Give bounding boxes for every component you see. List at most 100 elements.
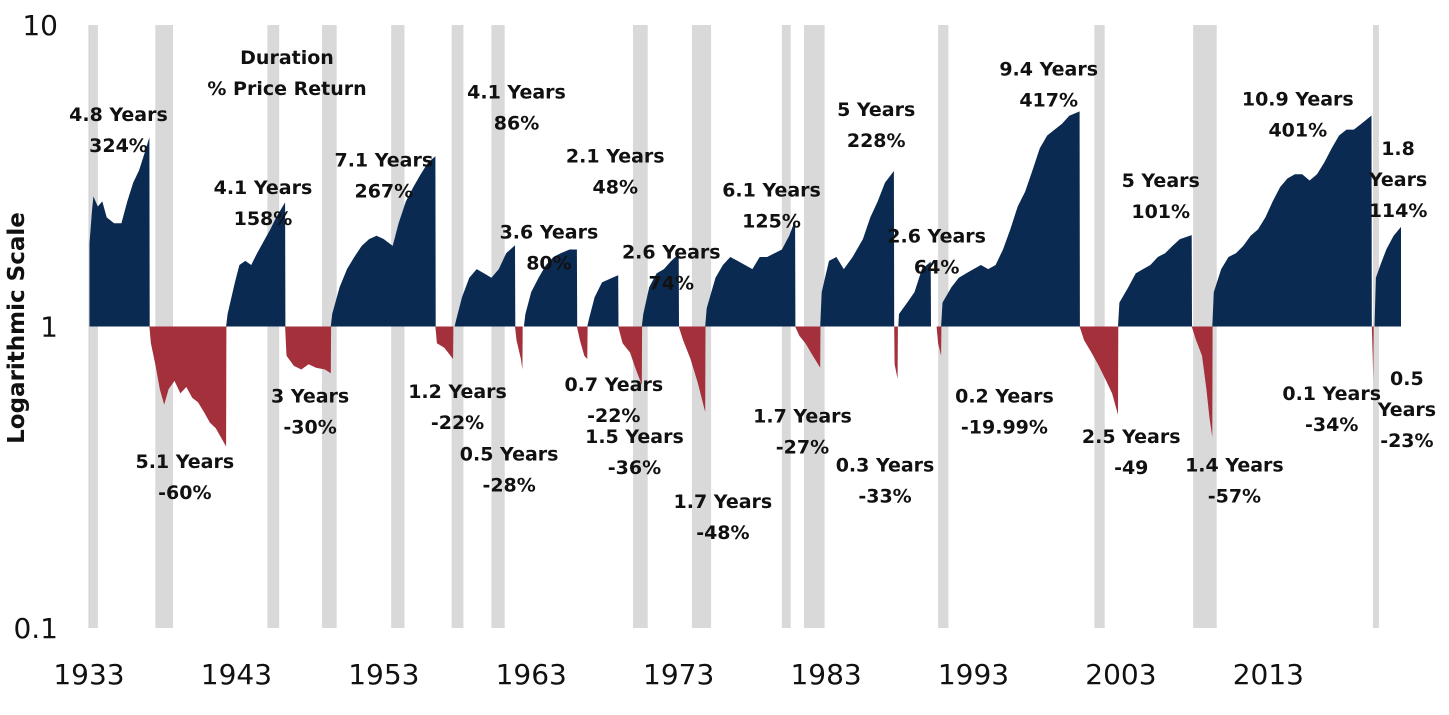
bear-market-area-13 — [1371, 326, 1374, 381]
bull-market-area-13 — [1212, 115, 1372, 327]
bear-market-area-6 — [618, 326, 643, 385]
x-tick-label: 1973 — [643, 658, 714, 691]
annotation-return: -49 — [1114, 457, 1148, 479]
y-tick-label: 1 — [40, 311, 58, 344]
annotation-duration: 9.4 Years — [999, 58, 1098, 80]
annotation-duration: 2.1 Years — [566, 145, 665, 167]
annotation-return: 324% — [89, 135, 148, 157]
bull-market-area-8 — [705, 220, 796, 327]
annotation-return: 417% — [1019, 89, 1078, 111]
y-tick-label: 0.1 — [13, 612, 58, 645]
annotation-return: 86% — [494, 113, 539, 135]
bear-market-area-1 — [149, 326, 227, 447]
annotation-return: 114% — [1369, 200, 1428, 222]
legend: Duration % Price Return — [207, 47, 366, 100]
annotation-return: 125% — [742, 210, 801, 232]
annotation-duration: 2.6 Years — [622, 242, 721, 264]
annotation-return: 80% — [526, 252, 571, 274]
annotation-duration: 1.2 Years — [408, 381, 507, 403]
x-tick-label: 1953 — [348, 658, 419, 691]
annotation-duration: 1.8 — [1381, 138, 1415, 160]
annotation-return: -22% — [431, 412, 484, 434]
annotation-return: Years — [1368, 169, 1427, 191]
bear-market-area-10 — [936, 326, 942, 356]
annotation-duration: 0.5 Years — [460, 443, 559, 465]
x-tick-label: 2013 — [1233, 658, 1304, 691]
annotation-duration: 2.5 Years — [1082, 426, 1181, 448]
annotation-duration: 1.7 Years — [674, 491, 773, 513]
x-tick-label: 1933 — [53, 658, 124, 691]
annotation-duration: 5 Years — [1122, 170, 1200, 192]
annotation-return: -28% — [482, 474, 535, 496]
annotation-return: -23% — [1380, 430, 1433, 452]
bull-market-area-1 — [89, 137, 150, 327]
bear-market-area-8 — [795, 326, 821, 368]
bear-market-area-12 — [1191, 326, 1213, 437]
bull-market-area-10 — [898, 261, 931, 327]
annotation-return: -33% — [858, 486, 911, 508]
annotation-return: 101% — [1131, 201, 1190, 223]
x-tick-label: 1963 — [496, 658, 567, 691]
x-tick-label: 1983 — [790, 658, 861, 691]
x-tick-label: 1993 — [938, 658, 1009, 691]
annotation-duration: 0.2 Years — [955, 385, 1054, 407]
market-series — [89, 111, 1401, 447]
bear-market-area-3 — [435, 326, 454, 359]
annotation-duration: 3.6 Years — [500, 221, 599, 243]
bear-market-area-5 — [576, 326, 588, 359]
x-tick-label: 2003 — [1085, 658, 1156, 691]
annotation-duration: 10.9 Years — [1242, 89, 1354, 111]
x-axis-ticks: 1933 1943 1953 1963 1973 1983 1993 2003 2013 — [53, 658, 1304, 691]
annotation-duration: 0.5 — [1390, 368, 1424, 390]
annotation-duration: 7.1 Years — [334, 149, 433, 171]
annotation-return: 401% — [1268, 120, 1327, 142]
x-tick-label: 1943 — [201, 658, 272, 691]
annotation-return: -34% — [1305, 414, 1358, 436]
bear-market-area-11 — [1079, 326, 1119, 415]
bull-market-area-9 — [820, 171, 895, 327]
legend-duration-label: Duration — [240, 47, 334, 69]
annotation-duration: 1.4 Years — [1185, 455, 1284, 477]
annotation-return: 64% — [914, 256, 959, 278]
bull-market-area-11 — [941, 111, 1080, 327]
bull-market-area-4 — [454, 245, 516, 327]
annotation-duration: 5.1 Years — [135, 451, 234, 473]
bull-market-area-12 — [1118, 235, 1192, 327]
annotation-duration: 0.7 Years — [564, 374, 663, 396]
annotation-duration: 6.1 Years — [722, 179, 821, 201]
bull-market-area-7 — [641, 254, 679, 327]
annotation-duration: 3 Years — [271, 385, 349, 407]
annotation-duration: 1.5 Years — [585, 426, 684, 448]
annotation-return: 228% — [847, 130, 906, 152]
annotation-duration: 4.1 Years — [214, 177, 313, 199]
annotation-duration: 5 Years — [837, 99, 915, 121]
bear-market-area-4 — [515, 326, 523, 370]
annotation-return: -48% — [696, 522, 749, 544]
annotations: 4.8 Years 324% 4.1 Years 158% 7.1 Years 267% 4… — [69, 58, 1436, 544]
y-tick-label: 10 — [22, 9, 58, 42]
annotation-duration: 0.1 Years — [1282, 383, 1381, 405]
annotation-return: -22% — [587, 405, 640, 427]
annotation-return: -57% — [1208, 486, 1261, 508]
y-axis-label: Logarithmic Scale — [4, 212, 30, 444]
y-axis-ticks: 0.1 1 10 — [13, 9, 58, 645]
bear-market-area-7 — [678, 326, 706, 413]
annotation-duration: 4.8 Years — [69, 104, 168, 126]
bull-market-area-14 — [1374, 226, 1401, 327]
annotation-duration: 4.1 Years — [467, 82, 566, 104]
annotation-return: 48% — [593, 176, 638, 198]
annotation-return: -36% — [608, 457, 661, 479]
annotation-return: -19.99% — [961, 416, 1048, 438]
annotation-return: 158% — [234, 208, 293, 230]
annotation-return: 267% — [354, 180, 413, 202]
annotation-return: -30% — [283, 416, 336, 438]
annotation-duration: 1.7 Years — [753, 406, 852, 428]
annotation-return: -60% — [158, 482, 211, 504]
annotation-return: -27% — [776, 437, 829, 459]
bull-market-area-2 — [226, 202, 286, 327]
bear-market-area-2 — [285, 326, 332, 374]
annotation-return: Years — [1377, 399, 1436, 421]
bull-market-area-6 — [587, 275, 619, 327]
annotation-duration: 2.6 Years — [887, 225, 986, 247]
